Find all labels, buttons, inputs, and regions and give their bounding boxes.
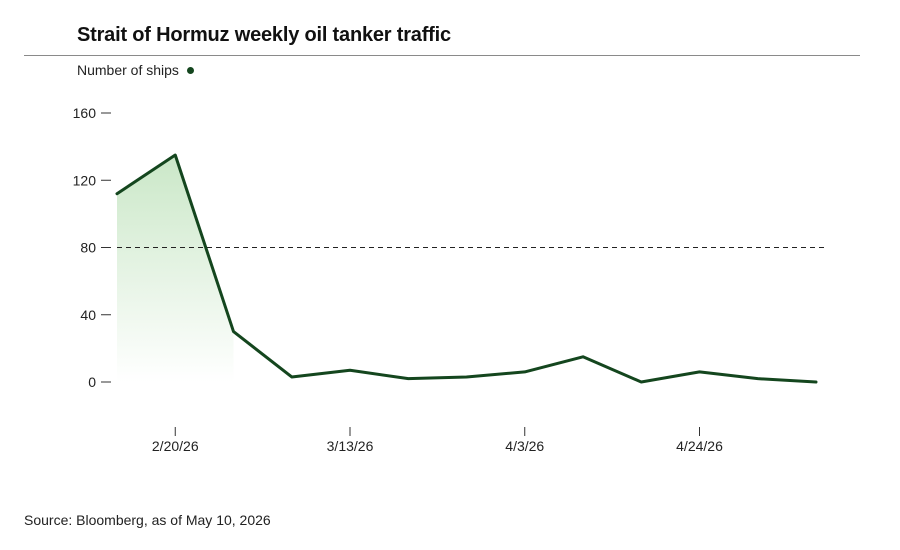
data-point: [406, 377, 410, 381]
data-point: [115, 192, 119, 196]
y-tick-label: 0: [88, 374, 96, 390]
area-fill: [117, 155, 234, 382]
data-point: [639, 380, 643, 384]
y-tick-label: 40: [80, 307, 96, 323]
x-tick-label: 4/3/26: [505, 438, 544, 454]
y-tick-label: 160: [73, 105, 97, 121]
data-point: [581, 355, 585, 359]
data-point: [756, 377, 760, 381]
legend-dot-icon: [186, 66, 194, 74]
data-point: [232, 330, 236, 334]
line-chart: 0 40 80 120 160 2/20/26 3/13/26 4/3/26 4/24/26: [73, 105, 826, 454]
data-point: [523, 370, 527, 374]
source-note: Source: Bloomberg, as of May 10, 2026: [24, 512, 271, 528]
x-tick-label: 4/24/26: [676, 438, 723, 454]
chart-title: Strait of Hormuz weekly oil tanker traff…: [77, 24, 451, 46]
title-divider: [24, 55, 860, 56]
legend-label: Number of ships: [77, 62, 179, 78]
series-line: [115, 153, 818, 384]
x-tick-label: 2/20/26: [152, 438, 199, 454]
data-point: [814, 380, 818, 384]
y-tick-label: 80: [80, 240, 96, 256]
data-point: [698, 370, 702, 374]
y-tick-label: 120: [73, 172, 97, 188]
x-tick-label: 3/13/26: [327, 438, 374, 454]
data-point: [348, 368, 352, 372]
legend: Number of ships: [77, 62, 194, 78]
data-point: [290, 375, 294, 379]
data-point: [173, 153, 177, 157]
data-point: [465, 375, 469, 379]
